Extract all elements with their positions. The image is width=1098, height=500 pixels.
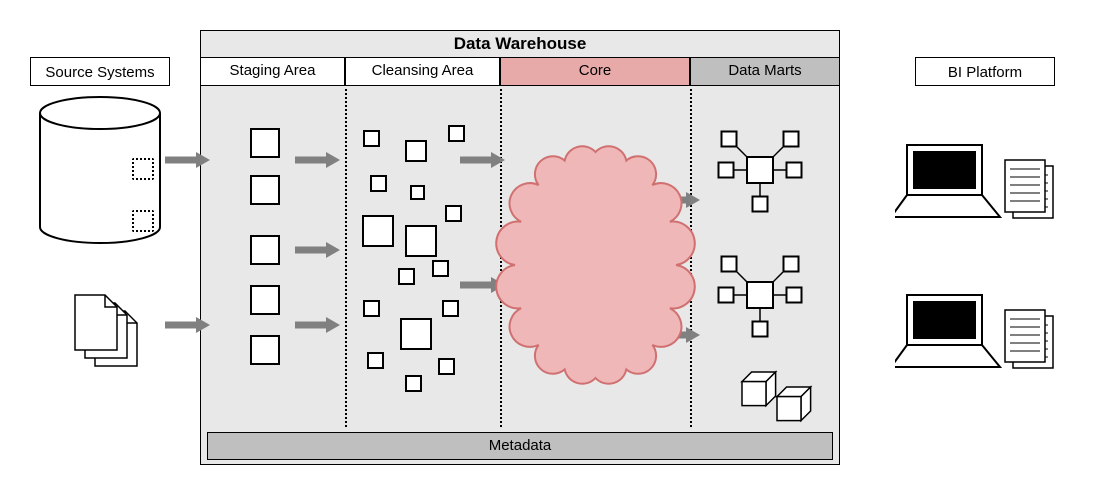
report-papers-icon-0 xyxy=(1000,155,1070,235)
zone-header-cleansing: Cleansing Area xyxy=(345,57,500,86)
cylinder-dotted-0 xyxy=(132,158,154,180)
source-systems-label: Source Systems xyxy=(30,57,170,86)
cleansing-square-11 xyxy=(400,318,432,350)
star-schema-icon-1 xyxy=(704,239,816,351)
cleansing-square-15 xyxy=(405,375,422,392)
arrow-icon xyxy=(159,311,230,339)
cleansing-square-0 xyxy=(363,130,380,147)
cleansing-square-12 xyxy=(442,300,459,317)
staging-square-0 xyxy=(250,128,280,158)
arrow-icon xyxy=(289,236,360,264)
star-schema-icon-0 xyxy=(704,114,816,226)
cube-icon-1 xyxy=(775,385,813,423)
cleansing-square-13 xyxy=(367,352,384,369)
cleansing-square-3 xyxy=(370,175,387,192)
zone-header-staging: Staging Area xyxy=(200,57,345,86)
zone-header-data_marts: Data Marts xyxy=(690,57,840,86)
arrow-icon xyxy=(289,146,360,174)
metadata-bar: Metadata xyxy=(207,432,833,460)
cube-icon-0 xyxy=(740,370,778,408)
cleansing-square-1 xyxy=(405,140,427,162)
cleansing-square-6 xyxy=(405,225,437,257)
data-warehouse-title: Data Warehouse xyxy=(200,34,840,54)
cylinder-dotted-1 xyxy=(132,210,154,232)
arrow-icon xyxy=(289,311,360,339)
arrow-icon xyxy=(159,146,230,174)
cleansing-square-4 xyxy=(410,185,425,200)
report-papers-icon-1 xyxy=(1000,305,1070,385)
staging-square-3 xyxy=(250,285,280,315)
core-cloud-icon xyxy=(493,130,698,400)
staging-square-1 xyxy=(250,175,280,205)
zone-header-core: Core xyxy=(500,57,690,86)
staging-square-4 xyxy=(250,335,280,365)
cleansing-square-5 xyxy=(362,215,394,247)
cleansing-square-2 xyxy=(448,125,465,142)
diagram-root: Data Warehouse Staging AreaCleansing Area… xyxy=(0,0,1098,500)
bi-platform-label: BI Platform xyxy=(915,57,1055,86)
cleansing-square-8 xyxy=(398,268,415,285)
cleansing-square-14 xyxy=(438,358,455,375)
cleansing-square-9 xyxy=(432,260,449,277)
staging-square-2 xyxy=(250,235,280,265)
cleansing-square-7 xyxy=(445,205,462,222)
documents-icon xyxy=(65,285,155,385)
cleansing-square-10 xyxy=(363,300,380,317)
